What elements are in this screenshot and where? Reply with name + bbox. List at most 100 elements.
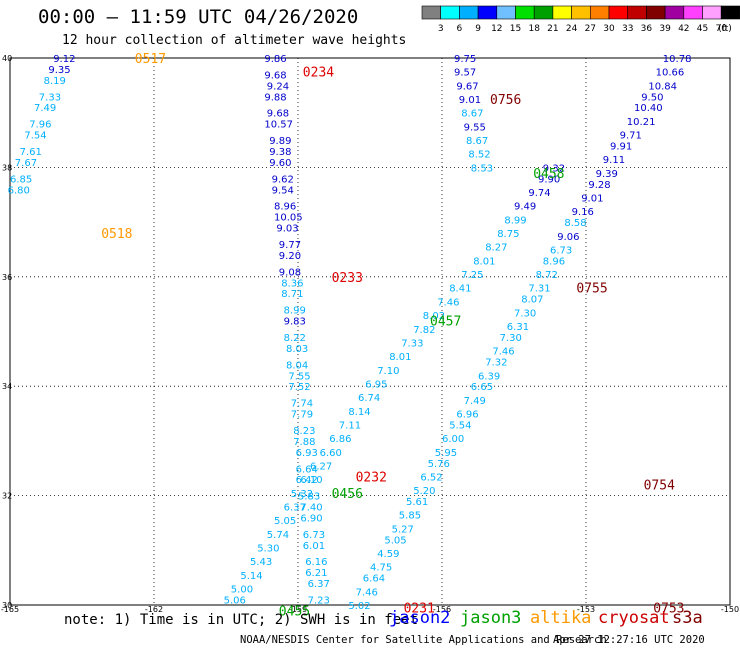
swh-value-s3a: 5.02: [348, 601, 370, 612]
swh-value-cryosat: 6.21: [305, 568, 327, 579]
map-subtitle: 12 hour collection of altimeter wave hei…: [62, 33, 407, 48]
color-scale-label: 24: [566, 24, 578, 34]
swh-value-cryosat: 7.40: [300, 503, 322, 514]
swh-value-cryosat: 9.88: [264, 92, 286, 103]
swh-value-s3a: 4.75: [370, 563, 392, 574]
y-tick-label: 36: [2, 273, 12, 282]
legend-s3a: s3a: [672, 608, 703, 628]
color-scale-label: 21: [547, 24, 558, 34]
swh-value-altika: 9.35: [48, 65, 70, 76]
pass-time-label: 0455: [279, 604, 310, 619]
swh-value-cryosat: 6.37: [308, 579, 330, 590]
swh-value-jason2: 9.75: [454, 54, 476, 65]
swh-value-jason3: 7.10: [377, 366, 399, 377]
swh-value-cryosat: 9.38: [269, 147, 291, 158]
swh-value-jason3: 6.60: [320, 448, 342, 459]
swh-value-s3a: 6.00: [442, 434, 464, 445]
swh-value-s3a: 6.39: [478, 371, 500, 382]
swh-value-cryosat: 9.08: [279, 267, 301, 278]
swh-value-jason2: 9.57: [454, 68, 476, 79]
swh-value-jason3: 8.75: [497, 229, 519, 240]
swh-value-cryosat: 6.64: [296, 464, 318, 475]
swh-value-jason2: 9.67: [456, 81, 478, 92]
swh-value-cryosat: 9.54: [272, 185, 294, 196]
color-scale-label: 36: [641, 24, 653, 34]
pass-time-label: 0231: [404, 602, 435, 617]
swh-value-s3a: 9.11: [603, 155, 625, 166]
swh-value-cryosat: 10.05: [274, 213, 303, 224]
swh-value-cryosat: 9.62: [272, 174, 294, 185]
swh-value-jason3: 8.27: [485, 243, 507, 254]
swh-value-jason3: 8.41: [449, 284, 471, 295]
y-tick-label: 40: [2, 54, 12, 63]
footer-note: note: 1) Time is in UTC; 2) SWH is in fe…: [64, 612, 419, 628]
swh-value-s3a: 5.27: [392, 524, 414, 535]
swh-value-jason3: 5.32: [291, 489, 313, 500]
swh-value-cryosat: 6.93: [296, 448, 318, 459]
swh-value-s3a: 6.96: [456, 410, 478, 421]
swh-value-jason3: 6.74: [358, 393, 380, 404]
swh-value-jason2: 9.01: [459, 95, 481, 106]
swh-value-s3a: 7.32: [485, 358, 507, 369]
swh-value-cryosat: 7.23: [308, 596, 330, 607]
swh-value-s3a: 5.85: [399, 511, 421, 522]
swh-value-cryosat: 5.83: [298, 492, 320, 503]
legend-altika: altika: [530, 608, 592, 628]
swh-value-cryosat: 9.03: [276, 224, 298, 235]
swh-value-jason3: 5.74: [267, 530, 289, 541]
legend-jason2: jason2: [389, 608, 451, 628]
swh-value-s3a: 10.40: [634, 103, 663, 114]
color-scale-label: 15: [510, 24, 521, 34]
swh-value-jason3: 6.86: [329, 434, 351, 445]
pass-time-label: 0458: [533, 167, 564, 182]
swh-value-jason3: 7.11: [339, 420, 361, 431]
map-title: 00:00 – 11:59 UTC 04/26/2020: [38, 6, 359, 28]
swh-value-cryosat: 8.36: [281, 278, 303, 289]
swh-value-s3a: 9.39: [596, 169, 618, 180]
color-scale-label: 45: [697, 24, 708, 34]
pass-time-label: 0457: [430, 315, 461, 330]
swh-value-cryosat: 8.23: [293, 426, 315, 437]
swh-value-altika: 7.96: [29, 120, 51, 131]
swh-value-s3a: 4.59: [377, 549, 399, 560]
swh-value-jason3: 9.74: [528, 188, 550, 199]
swh-value-s3a: 6.73: [550, 245, 572, 256]
swh-value-s3a: 6.52: [420, 472, 442, 483]
swh-value-jason3: 5.14: [240, 571, 262, 582]
swh-value-s3a: 10.84: [648, 81, 677, 92]
swh-value-cryosat: 6.73: [303, 530, 325, 541]
swh-value-s3a: 9.16: [572, 207, 594, 218]
swh-value-jason3: 6.37: [284, 503, 306, 514]
swh-value-s3a: 5.76: [428, 459, 450, 470]
swh-value-jason3: 5.05: [274, 516, 296, 527]
swh-value-jason2: 8.67: [466, 136, 488, 147]
legend-jason3: jason3: [460, 608, 522, 628]
swh-value-s3a: 5.54: [449, 420, 471, 431]
swh-value-jason3: 9.49: [514, 202, 536, 213]
swh-value-cryosat: 6.16: [305, 557, 327, 568]
swh-value-cryosat: 8.03: [286, 344, 308, 355]
x-tick-label: -162: [145, 605, 163, 614]
color-scale-label: 9: [475, 24, 481, 34]
swh-value-s3a: 9.06: [557, 232, 579, 243]
swh-value-altika: 7.61: [20, 147, 42, 158]
swh-value-cryosat: 9.24: [267, 81, 289, 92]
swh-value-s3a: 5.95: [435, 448, 457, 459]
x-tick-label: -165: [1, 605, 19, 614]
y-tick-label: 38: [2, 163, 12, 172]
color-scale-label: 42: [678, 24, 689, 34]
swh-value-s3a: 5.20: [413, 486, 435, 497]
swh-value-jason3: 7.82: [413, 325, 435, 336]
color-scale-label: 27: [585, 24, 596, 34]
swh-value-jason3: 8.01: [473, 256, 495, 267]
generation-timestamp: Apr 27 12:27:16 UTC 2020: [553, 634, 705, 646]
pass-time-label: 0518: [101, 227, 132, 242]
swh-value-s3a: 5.61: [406, 497, 428, 508]
swh-value-cryosat: 7.79: [291, 410, 313, 421]
swh-value-s3a: 10.21: [627, 117, 656, 128]
color-scale-label: 39: [659, 24, 671, 34]
swh-value-s3a: 7.46: [356, 587, 378, 598]
swh-value-cryosat: 9.60: [269, 158, 291, 169]
swh-value-s3a: 7.30: [500, 333, 522, 344]
color-scale-label: 30: [603, 24, 615, 34]
